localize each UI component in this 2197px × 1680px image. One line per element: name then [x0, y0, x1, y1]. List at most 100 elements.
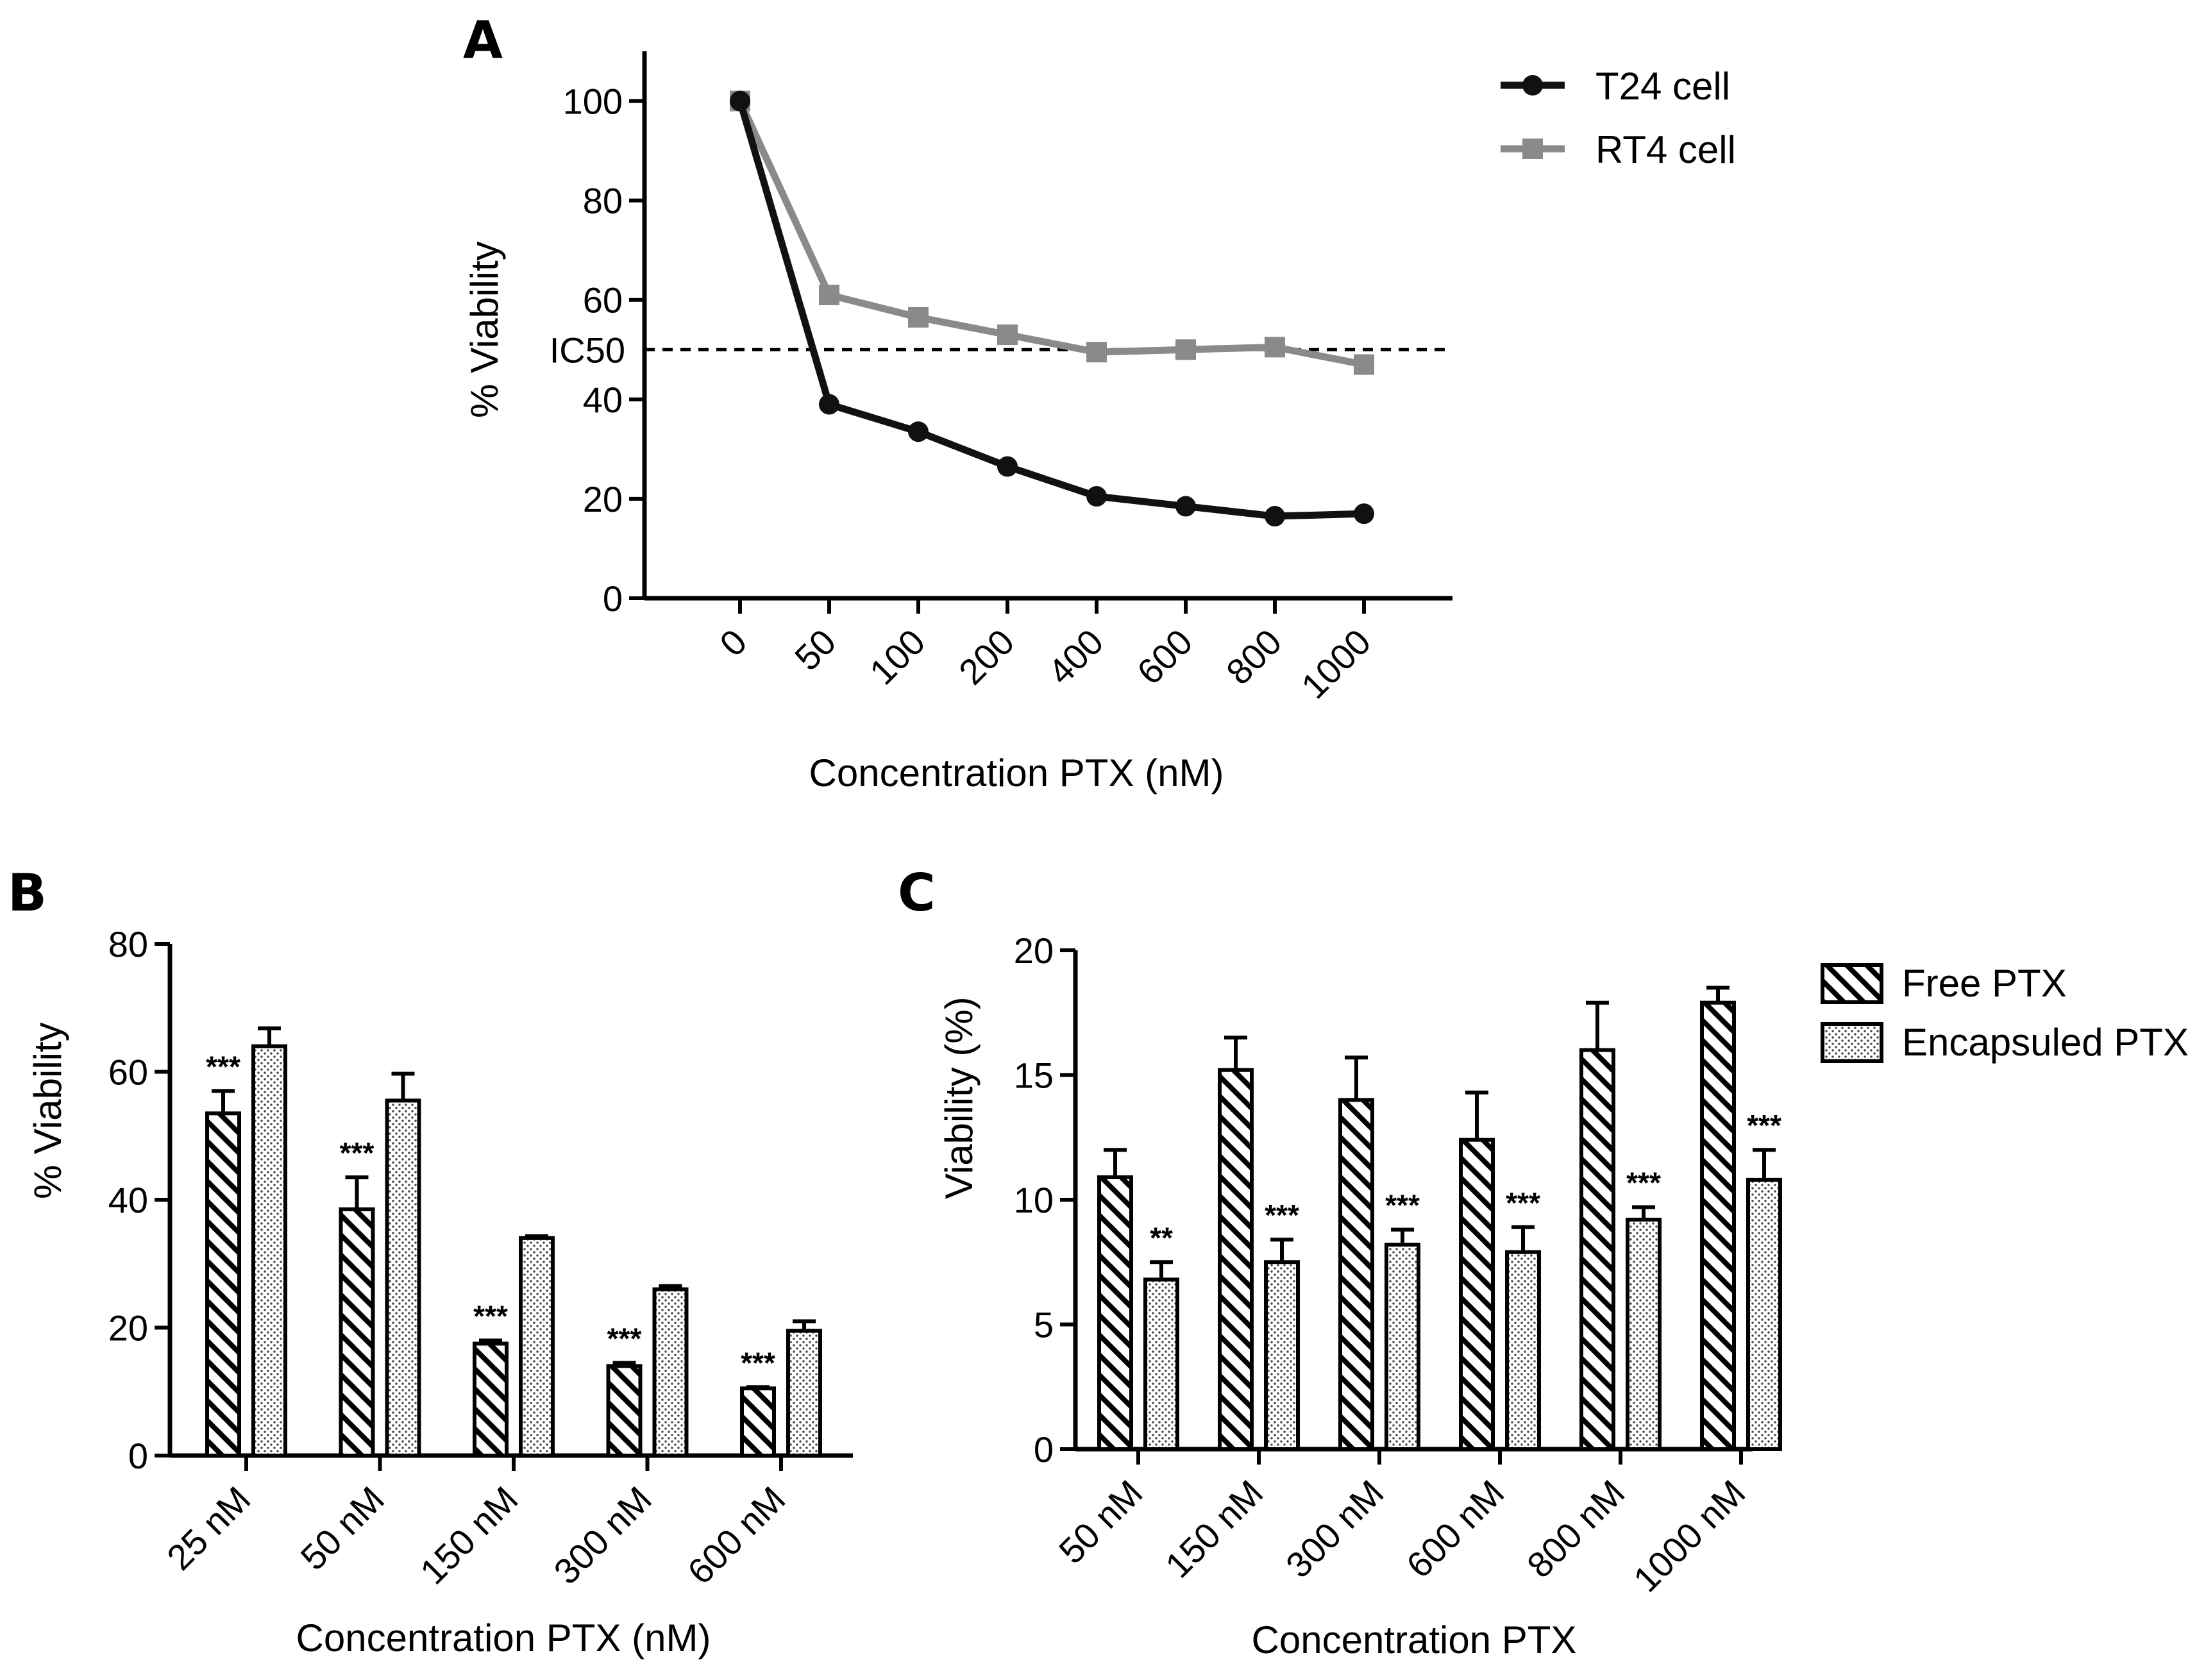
panel-c-y-axis-title: Viability (%) [938, 996, 981, 1199]
legend-free-ptx-label: Free PTX [1902, 962, 2067, 1005]
panel-a-x-tick-label: 0 [712, 621, 755, 664]
panel-a-x-axis-title: Concentration PTX (nM) [809, 752, 1224, 794]
panel-c-dotted-bar [1143, 1277, 1179, 1451]
panel-c-significance-label: *** [1385, 1189, 1420, 1222]
panel-a-x-tick-label: 200 [951, 621, 1022, 693]
panel-a-y-tick-label: 80 [583, 181, 623, 221]
rt4-cell-point [1086, 342, 1107, 363]
t24-cell-point [1354, 503, 1374, 525]
panel-a-series [730, 90, 1374, 527]
panel-a-y-tick-label: 100 [563, 81, 623, 122]
panel-b-x-tick-label: 25 nM [159, 1479, 258, 1578]
panel-c-dotted-bar [1746, 1177, 1782, 1451]
panel-c-y-ticks: 0 5 10 15 20 [1014, 930, 1075, 1470]
panel-a-x-tick-label: 1000 [1293, 621, 1379, 707]
panel-b-y-tick-label: 80 [108, 924, 148, 964]
panel-a-label: A [463, 10, 503, 70]
panel-c-hatched-bar [1218, 1068, 1254, 1451]
panel-c-hatched-bar [1097, 1175, 1133, 1451]
legend-encapsuled-ptx-swatch [1821, 1022, 1883, 1063]
rt4-cell-point [1175, 339, 1196, 360]
panel-b-x-ticks: 25 nM 50 nM 150 nM 300 nM 600 nM [159, 1456, 793, 1592]
panel-b-hatched-bar [606, 1364, 643, 1458]
panel-c-bars: ***** *** ********* [1097, 986, 1782, 1452]
panel-c-y-tick-label: 15 [1014, 1055, 1054, 1096]
panel-b-y-tick-label: 0 [128, 1436, 148, 1476]
panel-c-x-tick-label: 600 nM [1399, 1472, 1512, 1586]
panel-c-legend: Free PTX Encapsuled PTX [1821, 962, 2189, 1064]
panel-a-y-tick-label: 0 [603, 578, 623, 619]
panel-a-y-axis-title: % Viability [463, 241, 506, 418]
panel-c-dotted-bar [1626, 1218, 1662, 1451]
panel-b-significance-label: *** [741, 1346, 775, 1379]
panel-c-x-tick-label: 300 nM [1278, 1472, 1392, 1586]
panel-a: A % Viability Concentration PTX (nM) IC5… [463, 10, 1736, 794]
panel-c-y-tick-label: 20 [1014, 930, 1054, 971]
panel-a-legend: T24 cell RT4 cell [1501, 65, 1736, 171]
panel-b-hatched-bar [339, 1207, 375, 1458]
panel-c-y-tick-label: 10 [1014, 1180, 1054, 1220]
panel-a-x-tick-label: 800 [1218, 621, 1290, 693]
panel-c-dotted-bar [1385, 1243, 1420, 1452]
panel-b-x-axis-title: Concentration PTX (nM) [296, 1617, 711, 1659]
t24-cell-point [997, 456, 1018, 477]
panel-c-significance-label: *** [1506, 1186, 1540, 1220]
panel-a-x-tick-label: 50 [787, 621, 844, 678]
panel-c-x-axis-title: Concentration PTX [1252, 1618, 1577, 1661]
panel-b-significance-label: *** [340, 1136, 375, 1170]
panel-b-x-tick-label: 50 nM [292, 1479, 392, 1578]
t24-cell-point [1175, 496, 1196, 517]
rt4-cell-point [819, 284, 839, 305]
t24-cell-point [908, 421, 929, 442]
panel-a-x-tick-label: 600 [1129, 621, 1200, 693]
panel-a-y-tick-label: 20 [583, 479, 623, 519]
panel-c-x-tick-label: 1000 nM [1626, 1472, 1753, 1600]
rt4-cell-line [737, 99, 1365, 368]
panel-b-label: B [8, 863, 47, 923]
panel-c-hatched-bar [1338, 1098, 1374, 1451]
panel-c-hatched-bar [1579, 1048, 1615, 1451]
panel-c-significance-label: *** [1626, 1166, 1661, 1200]
panel-b-y-tick-label: 60 [108, 1052, 148, 1093]
panel-c-x-tick-label: 150 nM [1157, 1472, 1271, 1586]
panel-b-y-ticks: 0 20 40 60 80 [108, 924, 170, 1476]
panel-a-x-tick-label: 400 [1040, 621, 1111, 693]
t24-cell-point [730, 90, 750, 112]
panel-a-x-tick-label: 100 [862, 621, 933, 693]
panel-b-x-tick-label: 600 nM [680, 1479, 793, 1592]
rt4-cell-point [908, 307, 929, 328]
panel-b-bars: *** *** *** *** *** [205, 1026, 822, 1458]
panel-b-dotted-bar [251, 1044, 287, 1457]
panel-c-y-tick-label: 0 [1034, 1429, 1054, 1470]
t24-cell-point [1265, 506, 1285, 527]
panel-c-dotted-bar [1264, 1260, 1300, 1451]
panel-b-dotted-bar [652, 1287, 689, 1458]
panel-b-y-tick-label: 40 [108, 1180, 148, 1220]
legend-t24-marker [1522, 75, 1543, 96]
panel-c-dotted-bar [1505, 1250, 1541, 1451]
panel-b-significance-label: *** [206, 1050, 240, 1083]
panel-b-hatched-bar [473, 1341, 509, 1457]
panel-c-label: C [898, 863, 936, 923]
panel-a-x-ticks: 0 50 100 200 400 600 800 1000 [712, 598, 1379, 707]
panel-b-y-axis-title: % Viability [26, 1022, 69, 1199]
rt4-cell-point [1265, 337, 1285, 358]
panel-b-dotted-bar [385, 1098, 421, 1457]
rt4-cell-point [1354, 354, 1374, 375]
t24-cell-point [819, 394, 839, 415]
panel-a-y-tick-label: 40 [583, 380, 623, 420]
panel-c-significance-label: *** [1747, 1109, 1781, 1142]
panel-b-dotted-bar [519, 1236, 555, 1457]
panel-c-significance-label: ** [1150, 1221, 1173, 1254]
legend-rt4-label: RT4 cell [1595, 128, 1736, 171]
panel-a-y-tick-label: 60 [583, 280, 623, 321]
panel-c-x-tick-label: 800 nM [1519, 1472, 1633, 1586]
panel-b-hatched-bar [205, 1111, 241, 1457]
panel-b: B % Viability Concentration PTX (nM) 0 20… [8, 863, 853, 1659]
rt4-cell-point [997, 324, 1018, 346]
panel-b-dotted-bar [786, 1329, 822, 1458]
ic50-label: IC50 [550, 330, 625, 370]
